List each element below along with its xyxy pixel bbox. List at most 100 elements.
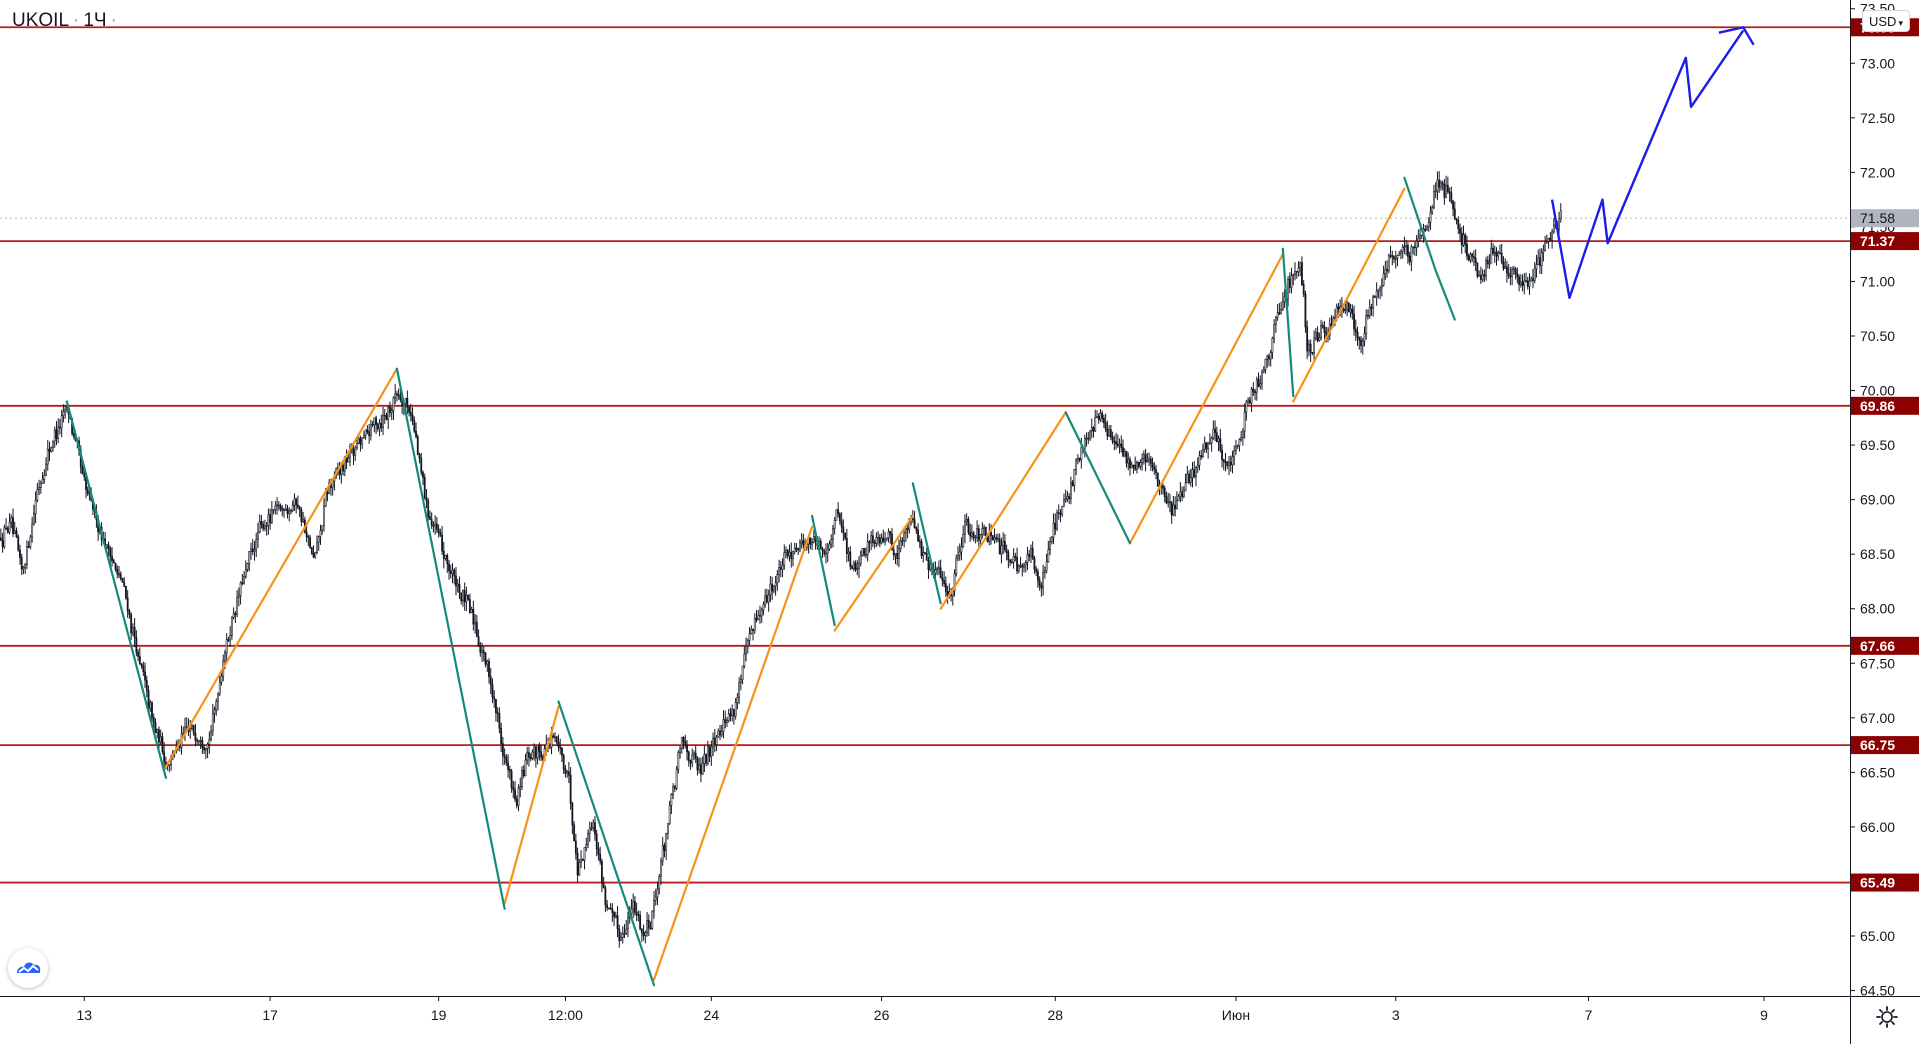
- candle-body: [1151, 462, 1154, 468]
- candle-body: [131, 627, 134, 634]
- candle-body: [503, 755, 506, 758]
- forecast-path[interactable]: [1550, 29, 1745, 300]
- symbol-title: UKOIL · 1Ч ·: [12, 10, 121, 32]
- candle-body: [1262, 369, 1265, 373]
- wave-down-segment[interactable]: [395, 367, 506, 910]
- candle-body: [237, 595, 240, 598]
- candle-body: [984, 527, 987, 537]
- candle-body: [251, 548, 254, 552]
- candle-body: [944, 583, 947, 592]
- candle-body: [397, 394, 400, 397]
- wave-up-segment[interactable]: [164, 367, 399, 769]
- candle-body: [1321, 325, 1324, 328]
- candle-body: [533, 746, 536, 753]
- candle-body: [302, 519, 305, 522]
- candle-body: [1247, 399, 1250, 403]
- candle-body: [380, 422, 383, 428]
- candle-body: [957, 555, 959, 559]
- candle-body: [811, 542, 813, 545]
- candle-body: [1370, 306, 1373, 309]
- candle-body: [792, 551, 794, 560]
- candle-body: [521, 770, 523, 788]
- candle-body: [1455, 219, 1458, 221]
- candle-body: [607, 907, 610, 910]
- candle-body: [731, 709, 734, 717]
- candle-body: [1134, 464, 1137, 470]
- candle-body: [844, 532, 847, 539]
- candle-body: [1426, 226, 1428, 231]
- candle-body: [474, 621, 477, 625]
- wave-up-segment[interactable]: [1292, 187, 1406, 403]
- current-price-label: 71.58: [1860, 210, 1895, 226]
- candle-body: [1523, 280, 1526, 286]
- candle-body: [929, 564, 932, 570]
- x-tick-label: 13: [76, 1007, 92, 1023]
- candle-body: [1099, 412, 1102, 420]
- wave-up-segment[interactable]: [1128, 253, 1284, 545]
- candle-body: [163, 751, 166, 763]
- candle-body: [534, 746, 537, 759]
- candle-body: [621, 933, 624, 938]
- candle-body: [679, 748, 681, 753]
- wave-down-segment[interactable]: [1403, 176, 1437, 272]
- candle-body: [1125, 451, 1128, 464]
- wave-down-segment[interactable]: [810, 514, 836, 627]
- candle-body: [743, 653, 746, 667]
- tradingview-cloud-icon[interactable]: [8, 948, 48, 988]
- candle-body: [1184, 482, 1187, 492]
- wave-up-segment[interactable]: [503, 705, 560, 905]
- candle-body: [729, 713, 732, 717]
- candle-body: [1193, 469, 1196, 477]
- gear-icon[interactable]: [1872, 1002, 1902, 1032]
- candle-body: [799, 542, 801, 551]
- candle-body: [1066, 495, 1069, 500]
- wave-down-segment[interactable]: [1281, 247, 1295, 398]
- candle-body: [1551, 231, 1553, 241]
- candle-body: [444, 554, 447, 560]
- candle-body: [906, 528, 909, 530]
- candle-body: [1372, 296, 1375, 309]
- candle-body: [368, 431, 371, 436]
- wave-down-segment[interactable]: [911, 482, 942, 605]
- candle-body: [375, 417, 377, 425]
- candle-body: [620, 937, 622, 942]
- candle-body: [852, 562, 855, 569]
- currency-dropdown-button[interactable]: USD ▾: [1862, 10, 1910, 32]
- wave-down-segment[interactable]: [557, 700, 656, 987]
- candle-body: [408, 407, 410, 413]
- candle-body: [739, 679, 742, 683]
- candle-body: [463, 589, 466, 603]
- candle-body: [1311, 352, 1314, 354]
- candle-body: [272, 509, 275, 511]
- wave-up-segment[interactable]: [939, 411, 1067, 610]
- wave-down-segment[interactable]: [1064, 411, 1132, 545]
- candle-body: [213, 709, 216, 714]
- candle-body: [1337, 306, 1340, 310]
- candle-body: [680, 736, 683, 749]
- wave-up-segment[interactable]: [833, 514, 914, 632]
- candle-body: [599, 853, 602, 862]
- wave-down-segment[interactable]: [1434, 269, 1456, 321]
- candle-body: [851, 566, 853, 569]
- y-tick-label: 72.50: [1860, 110, 1895, 126]
- candle-body: [418, 454, 421, 459]
- candle-body: [809, 537, 812, 545]
- wave-down-segment[interactable]: [65, 400, 167, 779]
- candle-body: [1144, 454, 1147, 463]
- price-axis-panel[interactable]: [1850, 0, 1920, 1044]
- candle-body: [1215, 432, 1218, 443]
- candle-body: [722, 719, 725, 732]
- candle-body: [1473, 256, 1475, 259]
- wave-up-segment[interactable]: [652, 525, 814, 981]
- candle-body: [1019, 565, 1022, 567]
- candle-body: [439, 532, 442, 536]
- candle-body: [745, 645, 747, 655]
- candle-body: [389, 406, 391, 413]
- candle-body: [493, 696, 496, 700]
- candle-body: [429, 516, 431, 520]
- candle-body: [312, 552, 315, 558]
- candle-body: [168, 764, 171, 766]
- candle-body: [112, 560, 115, 564]
